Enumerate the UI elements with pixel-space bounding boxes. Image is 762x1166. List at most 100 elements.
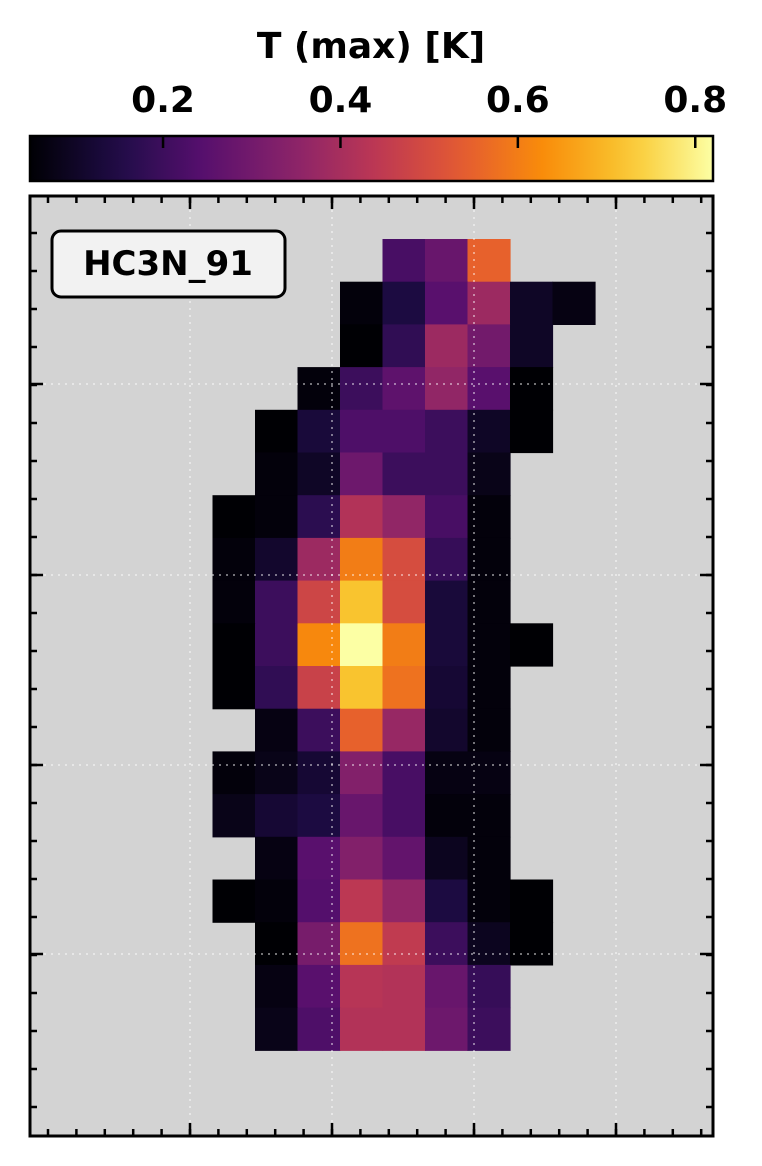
- heatmap-cell: [467, 452, 511, 496]
- colorbar-tick-label: 0.2: [131, 80, 195, 121]
- heatmap-cell: [255, 409, 299, 454]
- heatmap-cell: [297, 1007, 341, 1051]
- heatmap-cell: [340, 324, 384, 368]
- heatmap-cell: [255, 879, 299, 923]
- heatmap-cell: [297, 922, 341, 966]
- heatmap-cell: [467, 1007, 511, 1051]
- heatmap-cell: [425, 794, 469, 838]
- heatmap-cell: [382, 666, 426, 710]
- heatmap-cell: [425, 879, 469, 923]
- heatmap-cell: [467, 409, 511, 454]
- heatmap-cell: [510, 281, 554, 325]
- heatmap-cell: [382, 794, 426, 838]
- heatmap-cell: [255, 666, 299, 710]
- map-label-box: HC3N_91: [50, 229, 287, 299]
- heatmap-cell: [425, 239, 469, 283]
- heatmap-cell: [510, 367, 554, 411]
- heatmap-cell: [297, 580, 341, 624]
- colorbar-tick-label: 0.6: [486, 80, 550, 121]
- heatmap-cell: [255, 794, 299, 838]
- heatmap-cell: [340, 409, 384, 454]
- heatmap-cell: [382, 281, 426, 325]
- heatmap-cell: [255, 580, 299, 624]
- heatmap-cell: [382, 879, 426, 923]
- heatmap-cell: [212, 623, 256, 667]
- heatmap-cell: [382, 964, 426, 1009]
- heatmap-cell: [425, 666, 469, 710]
- heatmap-cell: [212, 580, 256, 624]
- heatmap-cell: [297, 794, 341, 838]
- heatmap-cell: [297, 879, 341, 923]
- map-panel: HC3N_91: [28, 194, 715, 1138]
- heatmap-cell: [467, 281, 511, 325]
- heatmap-cell: [212, 879, 256, 923]
- heatmap-cell: [467, 580, 511, 624]
- heatmap-cell: [552, 281, 596, 325]
- heatmap-cell: [297, 666, 341, 710]
- heatmap-cell: [297, 367, 341, 411]
- heatmap-cell: [297, 964, 341, 1009]
- heatmap-cells: [212, 239, 596, 1051]
- heatmap-cell: [382, 239, 426, 283]
- heatmap-cell: [340, 537, 384, 582]
- heatmap-cell: [425, 324, 469, 368]
- heatmap-cell: [425, 495, 469, 539]
- colorbar-tick-label: 0.8: [663, 80, 727, 121]
- heatmap-cell: [425, 537, 469, 582]
- heatmap-cell: [382, 495, 426, 539]
- heatmap-cell: [340, 666, 384, 710]
- heatmap-cell: [382, 452, 426, 496]
- heatmap-cell: [297, 708, 341, 752]
- heatmap-cell: [467, 922, 511, 966]
- colorbar-label: T (max) [K]: [257, 26, 485, 67]
- heatmap-cell: [340, 281, 384, 325]
- heatmap-cell: [510, 623, 554, 667]
- grid-lines: [30, 196, 713, 1136]
- heatmap-cell: [340, 964, 384, 1009]
- heatmap-cell: [467, 537, 511, 582]
- heatmap-cell: [212, 537, 256, 582]
- heatmap-cell: [382, 922, 426, 966]
- colorbar-tick-labels: 0.2 0.4 0.6 0.8: [131, 80, 727, 121]
- heatmap-cell: [340, 1007, 384, 1051]
- heatmap-cell: [382, 324, 426, 368]
- heatmap-cell: [382, 751, 426, 795]
- heatmap-cell: [340, 922, 384, 966]
- heatmap-cell: [382, 623, 426, 667]
- heatmap-cell: [297, 495, 341, 539]
- heatmap-cell: [425, 367, 469, 411]
- heatmap-cell: [467, 751, 511, 795]
- heatmap-cell: [255, 836, 299, 881]
- colorbar-ticks: [161, 136, 697, 148]
- heatmap-cell: [255, 623, 299, 667]
- heatmap-cell: [467, 495, 511, 539]
- heatmap-cell: [255, 537, 299, 582]
- heatmap-cell: [212, 751, 256, 795]
- heatmap-cell: [425, 751, 469, 795]
- heatmap-cell: [425, 409, 469, 454]
- heatmap-cell: [340, 495, 384, 539]
- heatmap-cell: [425, 1007, 469, 1051]
- heatmap-cell: [255, 751, 299, 795]
- heatmap-cell: [510, 324, 554, 368]
- heatmap-cell: [467, 666, 511, 710]
- heatmap-cell: [340, 367, 384, 411]
- heatmap-cell: [382, 580, 426, 624]
- heatmap-cell: [510, 879, 554, 923]
- colorbar: T (max) [K] 0.2 0.4 0.6 0.8: [28, 26, 727, 183]
- heatmap-cell: [467, 239, 511, 283]
- heatmap-cell: [425, 623, 469, 667]
- heatmap-cell: [255, 708, 299, 752]
- heatmap-cell: [340, 580, 384, 624]
- heatmap-cell: [297, 537, 341, 582]
- heatmap-cell: [255, 495, 299, 539]
- heatmap-cell: [340, 623, 384, 667]
- heatmap-cell: [340, 452, 384, 496]
- heatmap-cell: [510, 922, 554, 966]
- heatmap-cell: [340, 708, 384, 752]
- heatmap-cell: [340, 836, 384, 881]
- heatmap-cell: [425, 452, 469, 496]
- heatmap-cell: [425, 580, 469, 624]
- heatmap-cell: [425, 708, 469, 752]
